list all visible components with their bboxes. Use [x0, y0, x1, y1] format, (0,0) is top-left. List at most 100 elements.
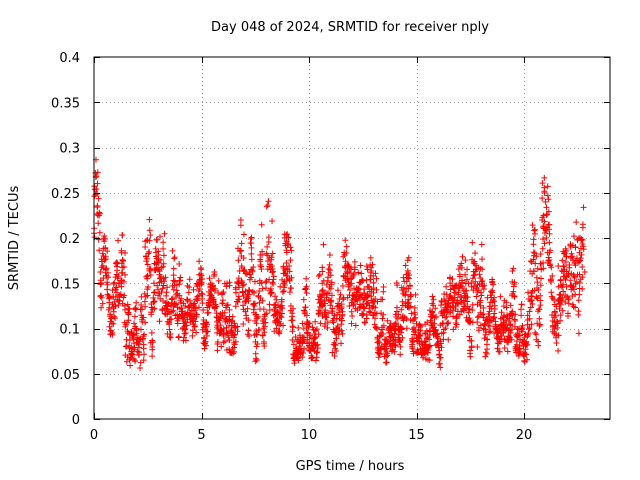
data-point [273, 325, 280, 332]
data-point [408, 310, 415, 317]
data-point [503, 304, 510, 311]
data-point [301, 345, 308, 352]
data-point [268, 254, 275, 261]
data-point [471, 272, 478, 279]
data-point [370, 289, 377, 296]
data-point [500, 303, 507, 310]
data-point [264, 258, 271, 265]
data-point [417, 322, 424, 329]
data-point [135, 351, 142, 358]
data-point [236, 296, 243, 303]
data-point [572, 304, 579, 311]
data-point [453, 315, 460, 322]
data-point [274, 319, 281, 326]
data-point [150, 299, 157, 306]
axis-ticks [94, 57, 610, 420]
data-point [118, 283, 125, 290]
data-point [261, 329, 268, 336]
data-point [166, 326, 173, 333]
data-point [125, 317, 132, 324]
data-point [360, 310, 367, 317]
data-point [280, 263, 287, 270]
data-point [256, 287, 263, 294]
data-point [537, 250, 544, 257]
data-point [176, 292, 183, 299]
data-point [116, 298, 123, 305]
data-point [472, 278, 479, 285]
data-point [213, 310, 220, 317]
data-point [504, 348, 511, 355]
data-point [102, 256, 109, 263]
data-point [115, 237, 122, 244]
data-point [272, 293, 279, 300]
data-point [579, 274, 586, 281]
data-points [91, 156, 588, 372]
data-point [142, 303, 149, 310]
data-point [268, 290, 275, 297]
data-point [140, 345, 147, 352]
data-point [422, 338, 429, 345]
data-point [467, 353, 474, 360]
data-point [567, 253, 574, 260]
data-point [355, 286, 362, 293]
data-point [250, 264, 257, 271]
data-point [268, 262, 275, 269]
data-point [279, 310, 286, 317]
data-point [342, 237, 349, 244]
data-point [312, 318, 319, 325]
data-point [458, 260, 465, 267]
data-point [263, 310, 270, 317]
data-point [531, 227, 538, 234]
data-point [329, 349, 336, 356]
data-point [191, 323, 198, 330]
data-point [379, 315, 386, 322]
data-point [204, 328, 211, 335]
data-point [508, 336, 515, 343]
data-point [264, 243, 271, 250]
data-point [157, 233, 164, 240]
data-point [267, 290, 274, 297]
data-point [149, 353, 156, 360]
data-point [237, 222, 244, 229]
data-point [445, 300, 452, 307]
data-point [283, 276, 290, 283]
data-point [214, 347, 221, 354]
data-point [468, 344, 475, 351]
data-point [580, 246, 587, 253]
data-point [156, 268, 163, 275]
data-point [259, 285, 266, 292]
data-point [180, 314, 187, 321]
data-point [426, 343, 433, 350]
data-point [114, 267, 121, 274]
data-point [463, 287, 470, 294]
data-point [284, 242, 291, 249]
data-point [160, 260, 167, 267]
data-point [490, 281, 497, 288]
data-point [231, 332, 238, 339]
data-point [146, 227, 153, 234]
data-point [370, 279, 377, 286]
data-point [299, 339, 306, 346]
data-point [219, 300, 226, 307]
data-point [95, 220, 102, 227]
data-point [141, 331, 148, 338]
data-point [115, 302, 122, 309]
data-point [543, 234, 550, 241]
data-point [367, 254, 374, 261]
data-point [161, 278, 168, 285]
data-point [547, 261, 554, 268]
data-point [333, 335, 340, 342]
data-point [579, 236, 586, 243]
data-point [459, 279, 466, 286]
data-point [303, 283, 310, 290]
data-point [407, 283, 414, 290]
data-point [354, 287, 361, 294]
data-point [221, 309, 228, 316]
data-point [545, 196, 552, 203]
data-point [219, 297, 226, 304]
data-point [237, 217, 244, 224]
data-point [525, 289, 532, 296]
data-point [278, 314, 285, 321]
data-point [196, 285, 203, 292]
